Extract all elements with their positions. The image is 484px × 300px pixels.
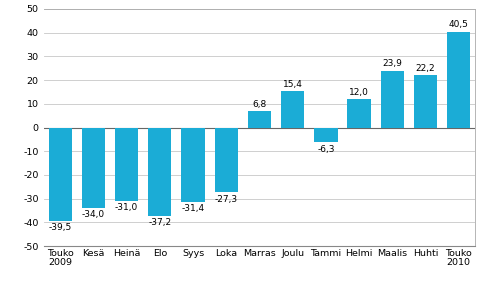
Text: -39,5: -39,5 [48,224,72,232]
Text: -34,0: -34,0 [82,211,105,220]
Bar [247,111,271,128]
Text: -31,4: -31,4 [181,204,204,213]
Text: 12,0: 12,0 [348,88,368,97]
Bar [148,128,171,216]
Bar [115,128,138,201]
Text: 15,4: 15,4 [282,80,302,88]
Text: 40,5: 40,5 [448,20,468,29]
Text: -37,2: -37,2 [148,218,171,227]
Text: -6,3: -6,3 [317,145,334,154]
Bar [380,71,403,128]
Bar [82,128,105,208]
Text: 22,2: 22,2 [415,64,435,73]
Text: 23,9: 23,9 [381,59,401,68]
Bar [280,91,303,128]
Bar [314,128,337,142]
Bar [347,99,370,128]
Text: -27,3: -27,3 [214,195,237,204]
Bar [181,128,204,202]
Bar [446,32,469,128]
Text: -31,0: -31,0 [115,203,138,212]
Bar [214,128,237,192]
Bar [48,128,72,221]
Text: 6,8: 6,8 [252,100,266,109]
Bar [413,75,436,128]
